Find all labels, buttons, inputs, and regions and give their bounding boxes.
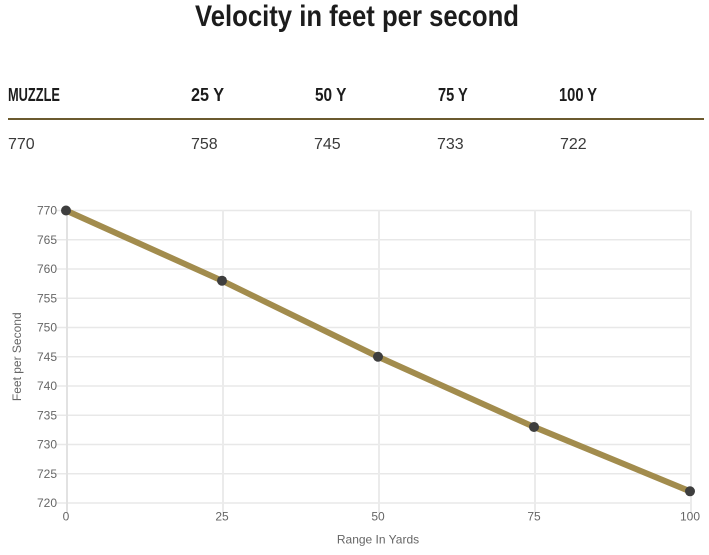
- svg-text:730: 730: [37, 438, 57, 452]
- svg-text:50: 50: [371, 510, 385, 524]
- svg-text:Feet per Second: Feet per Second: [10, 312, 24, 401]
- svg-text:760: 760: [37, 262, 57, 276]
- svg-text:750: 750: [37, 321, 57, 335]
- svg-text:740: 740: [37, 379, 57, 393]
- svg-text:0: 0: [63, 510, 70, 524]
- svg-text:755: 755: [37, 291, 57, 305]
- svg-text:745: 745: [37, 350, 57, 364]
- svg-text:75: 75: [527, 510, 541, 524]
- svg-text:720: 720: [37, 496, 57, 510]
- svg-text:100: 100: [680, 510, 700, 524]
- svg-text:Range In Yards: Range In Yards: [337, 533, 419, 547]
- svg-text:735: 735: [37, 408, 57, 422]
- svg-text:765: 765: [37, 233, 57, 247]
- svg-text:725: 725: [37, 467, 57, 481]
- svg-text:25: 25: [215, 510, 229, 524]
- svg-text:770: 770: [37, 204, 57, 218]
